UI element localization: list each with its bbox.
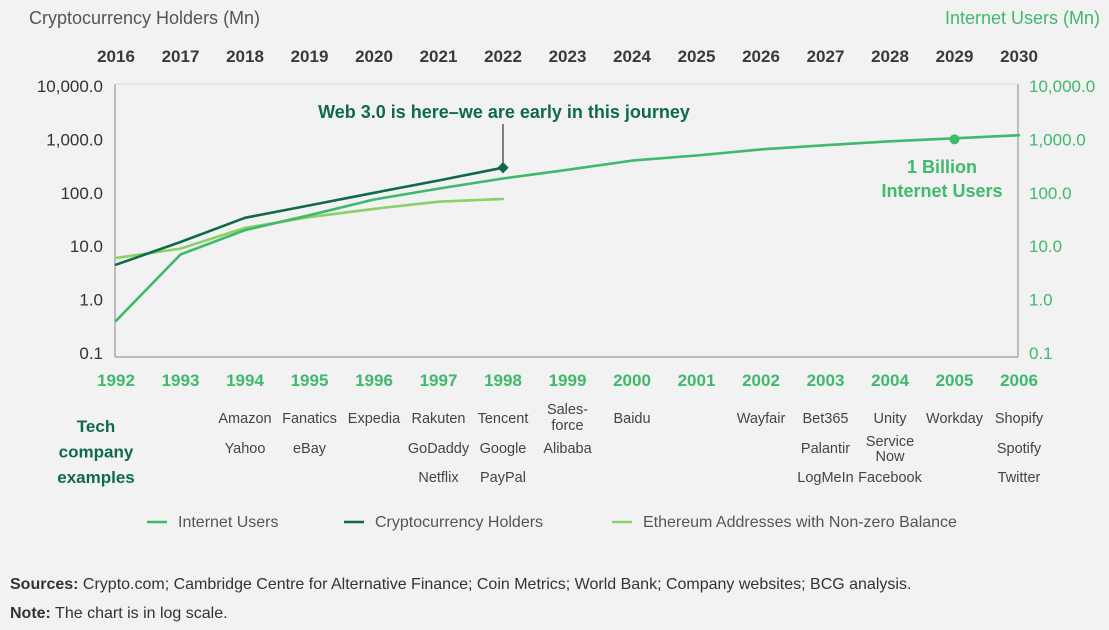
left-axis-title: Cryptocurrency Holders (Mn) [29, 8, 260, 28]
bottom-year-label: 2003 [807, 371, 845, 390]
bottom-year-label: 1999 [549, 371, 587, 390]
left-tick-label: 100.0 [60, 184, 103, 203]
company-name: Netflix [418, 470, 459, 486]
sources-text: Crypto.com; Cambridge Centre for Alterna… [78, 576, 912, 593]
right-tick-label: 10,000.0 [1029, 77, 1095, 96]
company-name: GoDaddy [408, 441, 470, 457]
examples-label-word: Tech [77, 417, 115, 436]
bottom-year-label: 2000 [613, 371, 651, 390]
company-name: Alibaba [543, 441, 592, 457]
left-tick-label: 1.0 [79, 291, 103, 310]
bottom-year-label: 1997 [420, 371, 458, 390]
company-name: Wayfair [737, 411, 786, 427]
bottom-year-label: 1998 [484, 371, 522, 390]
company-name: Amazon [218, 411, 271, 427]
company-name: Tencent [478, 411, 529, 427]
annotation-billion-line2: Internet Users [881, 181, 1002, 201]
scale-note: Note: The chart is in log scale. [10, 605, 228, 623]
left-tick-label: 0.1 [79, 344, 103, 363]
bottom-year-label: 2005 [936, 371, 974, 390]
top-year-label: 2025 [678, 47, 716, 66]
chart: Cryptocurrency Holders (Mn) Internet User… [29, 8, 1100, 531]
company-name: force [551, 418, 583, 434]
company-name: Sales- [547, 402, 588, 418]
company-name: Shopify [995, 411, 1044, 427]
bottom-year-label: 2002 [742, 371, 780, 390]
series-line-internet-users [114, 133, 1021, 323]
top-year-label: 2019 [291, 47, 329, 66]
sources-label: Sources: [10, 576, 79, 593]
top-year-label: 2029 [936, 47, 974, 66]
company-name: Twitter [998, 470, 1041, 486]
note-label: Note: [10, 605, 51, 622]
company-name: Google [480, 441, 527, 457]
company-name: Palantir [801, 441, 850, 457]
top-year-label: 2018 [226, 47, 264, 66]
top-year-label: 2026 [742, 47, 780, 66]
series-line-ethereum-addresses-with-non-zero-balance [114, 197, 505, 260]
annotation-web3: Web 3.0 is here–we are early in this jou… [318, 102, 690, 122]
company-name: Spotify [997, 441, 1042, 457]
company-name: PayPal [480, 470, 526, 486]
company-name: eBay [293, 441, 327, 457]
top-year-label: 2016 [97, 47, 135, 66]
left-tick-label: 10.0 [70, 237, 103, 256]
right-tick-label: 1,000.0 [1029, 130, 1086, 149]
company-name: Now [875, 449, 905, 465]
bottom-year-label: 1992 [97, 371, 135, 390]
bottom-year-label: 1994 [226, 371, 264, 390]
examples-label-word: examples [57, 468, 135, 487]
bottom-year-label: 2004 [871, 371, 909, 390]
top-year-label: 2027 [807, 47, 845, 66]
legend-label: Ethereum Addresses with Non-zero Balance [643, 514, 957, 531]
bottom-year-label: 2006 [1000, 371, 1038, 390]
right-axis-title: Internet Users (Mn) [945, 8, 1100, 28]
company-name: Workday [926, 411, 984, 427]
company-name: Baidu [613, 411, 650, 427]
annotation-diamond-marker [497, 162, 509, 174]
bottom-year-label: 1995 [291, 371, 329, 390]
annotation-dot-marker [949, 134, 960, 145]
bottom-year-label: 1993 [162, 371, 200, 390]
right-tick-label: 10.0 [1029, 237, 1062, 256]
right-tick-label: 1.0 [1029, 291, 1053, 310]
company-name: Fanatics [282, 411, 337, 427]
legend-label: Internet Users [178, 514, 278, 531]
top-year-label: 2021 [420, 47, 458, 66]
company-name: LogMeIn [797, 470, 853, 486]
left-tick-label: 10,000.0 [37, 77, 103, 96]
top-year-label: 2022 [484, 47, 522, 66]
company-name: Service [866, 434, 914, 450]
company-name: Unity [873, 411, 907, 427]
top-year-label: 2028 [871, 47, 909, 66]
company-name: Yahoo [225, 441, 266, 457]
company-name: Facebook [858, 470, 922, 486]
legend-label: Cryptocurrency Holders [375, 514, 543, 531]
top-year-label: 2020 [355, 47, 393, 66]
bottom-year-label: 1996 [355, 371, 393, 390]
right-tick-label: 0.1 [1029, 344, 1053, 363]
company-name: Rakuten [411, 411, 465, 427]
top-year-label: 2030 [1000, 47, 1038, 66]
examples-label-word: company [59, 443, 134, 462]
top-year-label: 2024 [613, 47, 651, 66]
series-line-cryptocurrency-holders [114, 166, 505, 267]
top-year-label: 2023 [549, 47, 587, 66]
sources-note: Sources: Crypto.com; Cambridge Centre fo… [10, 576, 911, 594]
note-text: The chart is in log scale. [50, 605, 228, 622]
bottom-year-label: 2001 [678, 371, 716, 390]
company-name: Expedia [348, 411, 401, 427]
company-name: Bet365 [803, 411, 849, 427]
left-tick-label: 1,000.0 [46, 130, 103, 149]
top-year-label: 2017 [162, 47, 200, 66]
annotation-billion-line1: 1 Billion [907, 157, 977, 177]
right-tick-label: 100.0 [1029, 184, 1072, 203]
